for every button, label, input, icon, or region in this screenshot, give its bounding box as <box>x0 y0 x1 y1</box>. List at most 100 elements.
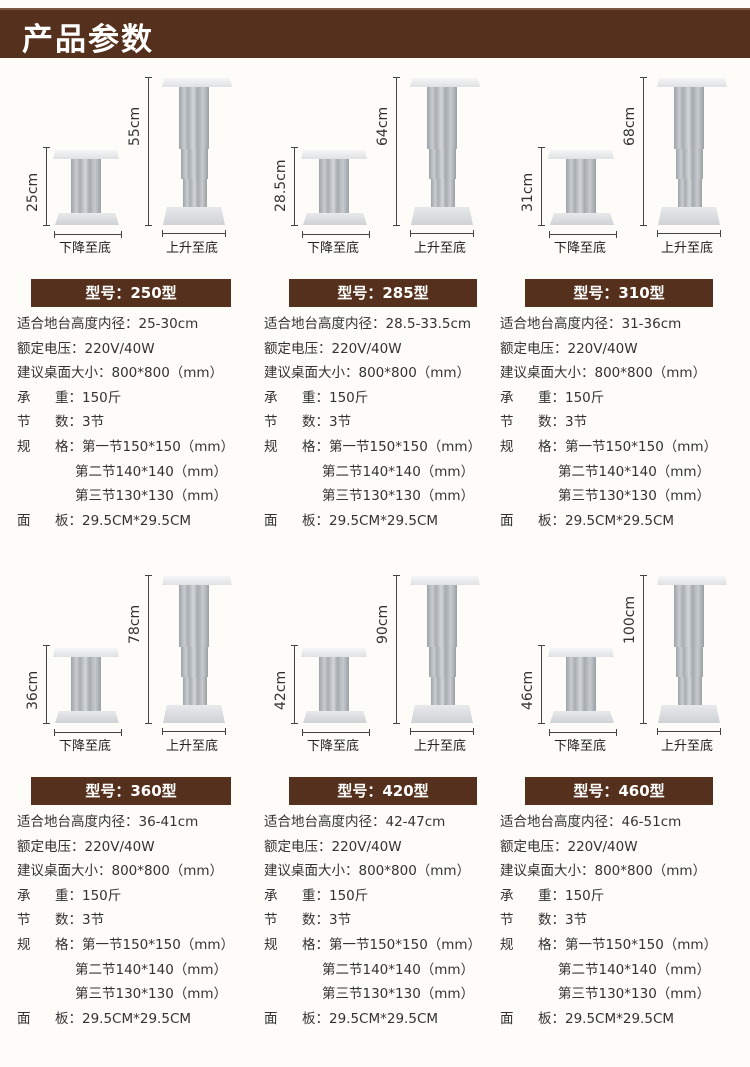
spec-sections: 节 数： 3节 <box>500 908 717 933</box>
spec1: 第一节150*150（mm） <box>329 936 482 953</box>
lowered-column <box>71 657 101 713</box>
low-dim-line <box>43 645 50 724</box>
l-load-b: 重： <box>55 389 82 406</box>
table-size: 800*800（mm） <box>594 863 707 880</box>
low-height-label: 42cm <box>273 670 289 710</box>
spec-load: 承 重： 150斤 <box>264 884 481 909</box>
l-panel-a: 面 <box>264 512 278 529</box>
lowered-caption: 下降至底 <box>307 739 360 754</box>
high-height-label: 64cm <box>375 106 391 146</box>
spec-size-3: 第三节130*130（mm） <box>264 982 481 1007</box>
l-fit: 适合地台高度内径： <box>17 316 139 332</box>
spec-panel: 面 板： 29.5CM*29.5CM <box>264 509 481 534</box>
spec-table-size: 建议桌面大小： 800*800（mm） <box>264 859 481 884</box>
l-panel-b: 板： <box>538 1010 565 1027</box>
l-panel-a: 面 <box>17 512 31 529</box>
table-size: 800*800（mm） <box>111 863 224 880</box>
l-panel-b: 板： <box>302 1010 329 1027</box>
l-load-a: 承 <box>500 389 514 406</box>
spec-sections: 节 数： 3节 <box>500 410 717 435</box>
low-dim-line <box>538 645 545 724</box>
spec-table-size: 建议桌面大小： 800*800（mm） <box>17 859 234 884</box>
l-volt: 额定电压： <box>500 340 568 357</box>
lowered-width-bar <box>54 231 122 238</box>
l-sec-a: 节 <box>500 912 514 929</box>
spec-size-1: 规 格： 第一节150*150（mm） <box>17 435 234 460</box>
l-sec-a: 节 <box>264 414 278 431</box>
voltage: 220V/40W <box>331 838 402 855</box>
spec1: 第一节150*150（mm） <box>565 936 718 953</box>
raised-column-upper <box>179 585 209 647</box>
l-fit: 适合地台高度内径： <box>264 316 386 332</box>
spec-table-size: 建议桌面大小： 800*800（mm） <box>500 361 717 386</box>
raised-caption: 上升至底 <box>661 739 714 754</box>
raised-column-upper <box>674 585 704 647</box>
l-table: 建议桌面大小： <box>264 863 359 880</box>
fit-height: 31-36cm <box>621 316 682 332</box>
spec-fit-height: 适合地台高度内径： 36-41cm <box>17 810 234 835</box>
lowered-top-plate <box>548 648 614 657</box>
raised-top-plate <box>162 576 232 585</box>
spec-table-size: 建议桌面大小： 800*800（mm） <box>500 859 717 884</box>
l-table: 建议桌面大小： <box>17 365 112 382</box>
spec-table-size: 建议桌面大小： 800*800（mm） <box>264 361 481 386</box>
lowered-width-bar <box>302 729 370 736</box>
load: 150斤 <box>82 887 122 904</box>
l-panel-a: 面 <box>264 1010 278 1027</box>
load: 150斤 <box>82 389 122 406</box>
spec-size-3: 第三节130*130（mm） <box>17 982 234 1007</box>
voltage: 220V/40W <box>567 838 638 855</box>
spec1: 第一节150*150（mm） <box>82 936 235 953</box>
fit-height: 36-41cm <box>138 814 199 830</box>
l-panel-b: 板： <box>538 512 565 529</box>
spec-size-2: 第二节140*140（mm） <box>264 460 481 485</box>
lowered-base <box>303 711 367 723</box>
spec-fit-height: 适合地台高度内径： 25-30cm <box>17 312 234 337</box>
lowered-column <box>566 159 596 215</box>
raised-top-plate <box>657 78 727 87</box>
spec-list: 适合地台高度内径： 25-30cm 额定电压： 220V/40W 建议桌面大小： 80… <box>17 312 234 533</box>
l-sec-b: 数： <box>302 414 329 431</box>
high-dim-line <box>393 77 400 226</box>
spec-sections: 节 数： 3节 <box>264 908 481 933</box>
spec-fit-height: 适合地台高度内径： 31-36cm <box>500 312 717 337</box>
lowered-base <box>303 213 367 225</box>
raised-caption: 上升至底 <box>414 241 467 256</box>
raised-caption: 上升至底 <box>166 739 219 754</box>
l-table: 建议桌面大小： <box>17 863 112 880</box>
l-load-b: 重： <box>55 887 82 904</box>
lowered-caption: 下降至底 <box>59 241 112 256</box>
spec-size-2: 第二节140*140（mm） <box>17 460 234 485</box>
spec-voltage: 额定电压： 220V/40W <box>500 835 717 860</box>
raised-column-middle <box>181 647 208 677</box>
model-title-bar: 型号：460型 <box>525 777 713 805</box>
raised-top-plate <box>657 576 727 585</box>
lowered-top-plate <box>53 648 119 657</box>
lowered-top-plate <box>301 150 367 159</box>
l-sec-a: 节 <box>264 912 278 929</box>
voltage: 220V/40W <box>84 340 155 357</box>
l-volt: 额定电压： <box>264 340 332 357</box>
raised-column-middle <box>676 149 703 179</box>
l-load-a: 承 <box>500 887 514 904</box>
sections: 3节 <box>565 912 588 929</box>
l-panel-b: 板： <box>302 512 329 529</box>
table-size: 800*800（mm） <box>111 365 224 382</box>
low-dim-line <box>291 645 298 724</box>
lowered-column <box>71 159 101 215</box>
spec-size-2: 第二节140*140（mm） <box>264 958 481 983</box>
spec-list: 适合地台高度内径： 36-41cm 额定电压： 220V/40W 建议桌面大小： 80… <box>17 810 234 1031</box>
lowered-column <box>319 657 349 713</box>
raised-base <box>163 207 225 225</box>
lowered-column <box>319 159 349 215</box>
spec1: 第一节150*150（mm） <box>82 438 235 455</box>
low-height-label: 28.5cm <box>273 159 289 212</box>
l-spec-a: 规 <box>500 438 514 455</box>
raised-width-bar <box>162 230 226 237</box>
spec-load: 承 重： 150斤 <box>17 386 234 411</box>
spec-load: 承 重： 150斤 <box>500 386 717 411</box>
l-fit: 适合地台高度内径： <box>264 814 386 830</box>
raised-top-plate <box>410 78 480 87</box>
fit-height: 42-47cm <box>385 814 446 830</box>
spec-size-2: 第二节140*140（mm） <box>500 460 717 485</box>
